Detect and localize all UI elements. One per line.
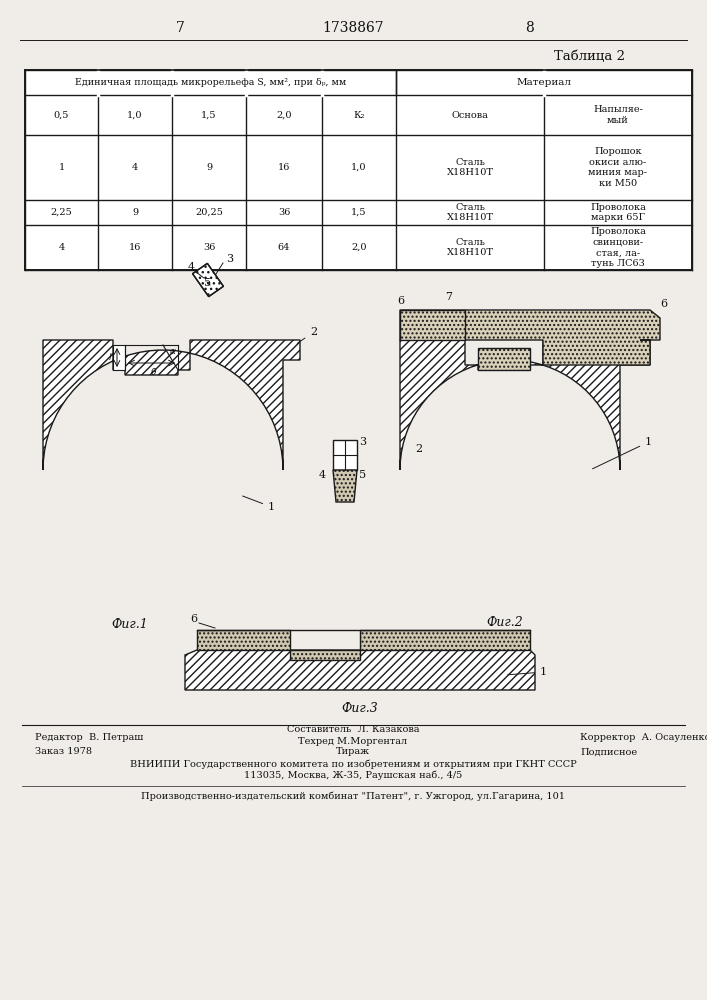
- Text: 8: 8: [525, 21, 534, 35]
- Text: 2,25: 2,25: [51, 208, 72, 217]
- Text: 9: 9: [206, 163, 212, 172]
- Text: 7: 7: [175, 21, 185, 35]
- Polygon shape: [113, 345, 125, 370]
- Text: Фиг.3: Фиг.3: [341, 702, 378, 714]
- Text: 1: 1: [592, 437, 652, 469]
- Text: 9: 9: [132, 208, 138, 217]
- Text: 6: 6: [397, 296, 404, 306]
- FancyBboxPatch shape: [25, 70, 692, 270]
- Text: Таблица 2: Таблица 2: [554, 50, 626, 64]
- Polygon shape: [400, 340, 650, 470]
- Polygon shape: [333, 470, 357, 502]
- Text: Тираж: Тираж: [336, 748, 370, 756]
- Text: 1738867: 1738867: [322, 21, 384, 35]
- Text: 4: 4: [59, 243, 64, 252]
- Text: Заказ 1978: Заказ 1978: [35, 748, 92, 756]
- Text: Фиг.2: Фиг.2: [486, 615, 523, 629]
- Text: 16: 16: [278, 163, 290, 172]
- Polygon shape: [478, 348, 530, 370]
- Text: ВНИИПИ Государственного комитета по изобретениям и открытиям при ГКНТ СССР: ВНИИПИ Государственного комитета по изоб…: [129, 759, 576, 769]
- Polygon shape: [333, 440, 357, 470]
- Text: 1,0: 1,0: [127, 110, 143, 119]
- Text: Сталь
Х18Н10Т: Сталь Х18Н10Т: [447, 203, 493, 222]
- Text: 1: 1: [508, 667, 547, 677]
- Text: 36: 36: [203, 243, 215, 252]
- Text: 36: 36: [278, 208, 290, 217]
- Text: 113035, Москва, Ж-35, Раушская наб., 4/5: 113035, Москва, Ж-35, Раушская наб., 4/5: [244, 770, 462, 780]
- Text: Редактор  В. Петраш: Редактор В. Петраш: [35, 732, 144, 742]
- Text: 20,25: 20,25: [195, 208, 223, 217]
- Text: Основа: Основа: [452, 110, 489, 119]
- Text: 5: 5: [359, 470, 366, 480]
- Text: 4: 4: [319, 470, 326, 480]
- Text: Порошок
окиси алю-
миния мар-
ки М50: Порошок окиси алю- миния мар- ки М50: [588, 147, 648, 188]
- Text: 7: 7: [445, 292, 452, 302]
- Polygon shape: [290, 650, 360, 660]
- Text: Сталь
Х18Н10Т: Сталь Х18Н10Т: [447, 158, 493, 177]
- Text: Составитель  Л. Казакова: Составитель Л. Казакова: [287, 726, 419, 734]
- Text: 1: 1: [243, 496, 275, 512]
- Text: 2: 2: [415, 444, 422, 454]
- Text: 1,5: 1,5: [201, 110, 217, 119]
- Polygon shape: [197, 630, 290, 650]
- Text: 5: 5: [204, 278, 211, 288]
- Polygon shape: [400, 310, 465, 340]
- Text: Проволока
марки 65Г: Проволока марки 65Г: [590, 203, 646, 222]
- Text: 0,5: 0,5: [54, 110, 69, 119]
- Text: 2: 2: [297, 327, 317, 343]
- Text: 16: 16: [129, 243, 141, 252]
- Text: θ: θ: [151, 368, 156, 377]
- Text: α: α: [170, 348, 176, 357]
- Polygon shape: [43, 340, 300, 470]
- Text: Сталь
Х18Н10Т: Сталь Х18Н10Т: [447, 238, 493, 257]
- Text: 6: 6: [660, 299, 667, 309]
- Text: 2,0: 2,0: [351, 243, 367, 252]
- Text: 1,0: 1,0: [351, 163, 367, 172]
- Text: 4: 4: [188, 262, 195, 272]
- Text: 1,5: 1,5: [351, 208, 367, 217]
- Polygon shape: [360, 630, 530, 650]
- Polygon shape: [400, 310, 660, 365]
- Text: Фиг.1: Фиг.1: [112, 618, 148, 632]
- Text: 3: 3: [226, 254, 233, 264]
- Text: 6: 6: [190, 614, 197, 624]
- Text: 1: 1: [59, 163, 64, 172]
- Text: Материал: Материал: [517, 78, 571, 87]
- Text: Техред М.Моргентал: Техред М.Моргентал: [298, 738, 407, 746]
- Text: 64: 64: [278, 243, 290, 252]
- Text: h: h: [108, 353, 114, 362]
- Text: Напыляе-
мый: Напыляе- мый: [593, 105, 643, 125]
- Text: Проволока
свинцови-
стая, ла-
тунь ЛС63: Проволока свинцови- стая, ла- тунь ЛС63: [590, 227, 646, 268]
- Text: К₂: К₂: [354, 110, 365, 119]
- Text: 3: 3: [359, 437, 366, 447]
- Polygon shape: [192, 263, 223, 297]
- Text: 4: 4: [132, 163, 138, 172]
- Text: Подписное: Подписное: [580, 748, 637, 756]
- Polygon shape: [185, 650, 535, 690]
- Text: 2,0: 2,0: [276, 110, 292, 119]
- Text: Единичная площадь микрорельефа S, мм², при δₚ, мм: Единичная площадь микрорельефа S, мм², п…: [75, 78, 346, 87]
- Text: Производственно-издательский комбинат "Патент", г. Ужгород, ул.Гагарина, 101: Производственно-издательский комбинат "П…: [141, 791, 565, 801]
- Text: Корректор  А. Осауленко: Корректор А. Осауленко: [580, 732, 707, 742]
